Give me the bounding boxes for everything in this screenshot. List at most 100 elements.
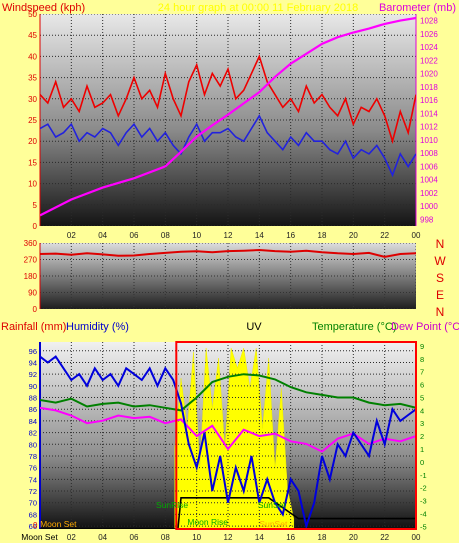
barometer-tick: 1012 xyxy=(420,123,438,132)
temperature-tick: -2 xyxy=(420,484,427,493)
barometer-tick: 1028 xyxy=(420,17,438,26)
compass-letter: W xyxy=(434,254,446,268)
humidity-tick: 92 xyxy=(29,370,37,379)
humidity-tick: 66 xyxy=(29,522,37,531)
windspeed-tick: 0 xyxy=(33,222,38,231)
event-label: SunRise xyxy=(156,500,188,510)
barometer-tick: 1002 xyxy=(420,189,438,198)
daylight-box xyxy=(175,341,417,530)
temperature-tick: 8 xyxy=(420,355,424,364)
wind-x-tick: 14 xyxy=(255,231,264,240)
humidity-tick: 72 xyxy=(29,487,37,496)
wind-x-tick: 02 xyxy=(67,231,76,240)
barometer-line xyxy=(40,16,416,217)
direction-tick: 180 xyxy=(24,272,38,281)
temp-x-tick: 10 xyxy=(192,533,201,542)
humidity-tick: 96 xyxy=(29,347,37,356)
humidity-tick: 94 xyxy=(29,358,37,367)
barometer-tick: 1014 xyxy=(420,109,438,118)
wind-x-tick: 10 xyxy=(192,231,201,240)
humidity-line xyxy=(40,355,416,529)
humidity-tick: 82 xyxy=(29,429,37,438)
temperature-tick: 5 xyxy=(420,393,424,402)
temp-x-tick: 08 xyxy=(161,533,170,542)
barometer-tick: 1020 xyxy=(420,70,438,79)
event-label: SunSet xyxy=(258,500,287,510)
barometer-tick: 1004 xyxy=(420,176,438,185)
temp-x-tick: 04 xyxy=(98,533,107,542)
temperature-tick: 2 xyxy=(420,432,424,441)
humidity-tick: 78 xyxy=(29,452,37,461)
event-label: Moon Set xyxy=(21,532,58,542)
temperature-tick: 9 xyxy=(420,342,424,351)
windspeed-tick: 15 xyxy=(28,158,37,167)
windspeed-tick: 25 xyxy=(28,116,37,125)
temp-x-tick: 14 xyxy=(255,533,264,542)
wind-x-tick: 06 xyxy=(130,231,139,240)
temperature-tick: 6 xyxy=(420,381,424,390)
temp-x-tick: 18 xyxy=(318,533,327,542)
temp-x-ticks: 02 04 06 08 10 12 14 16 18 20 22 00 xyxy=(67,533,421,542)
direction-gridlines xyxy=(40,243,416,309)
humidity-tick: 84 xyxy=(29,417,37,426)
direction-tick: 270 xyxy=(24,256,38,265)
barometer-tick: 1024 xyxy=(420,43,438,52)
wind-gridlines xyxy=(40,14,416,226)
barometer-tick: 1000 xyxy=(420,202,438,211)
humidity-tick: 74 xyxy=(29,475,37,484)
barometer-tick: 1010 xyxy=(420,136,438,145)
humidity-tick: 76 xyxy=(29,464,37,473)
temperature-tick: 4 xyxy=(420,406,424,415)
windspeed-tick: 50 xyxy=(28,10,37,19)
wind-direction-line xyxy=(40,248,416,258)
humidity-tick: 88 xyxy=(29,394,37,403)
temperature-tick: -5 xyxy=(420,522,427,531)
temperature-ticks: 9 8 7 6 5 4 3 2 1 0 -1 -2 -3 -4 -5 xyxy=(420,342,427,532)
temperature-tick: 3 xyxy=(420,419,424,428)
event-label: SunSet xyxy=(259,519,288,529)
temp-x-tick: 12 xyxy=(224,533,233,542)
uv-area xyxy=(174,347,295,529)
event-label: Moon Rise xyxy=(187,517,228,527)
temperature-line xyxy=(40,373,416,412)
rainfall-axis-title: Rainfall (mm) xyxy=(1,321,66,333)
windspeed-tick: 5 xyxy=(33,201,38,210)
event-labels: Moon Set Moon Set SunRise Moon Rise SunSet Su… xyxy=(21,500,288,542)
temp-x-tick: 22 xyxy=(380,533,389,542)
wind-x-tick: 12 xyxy=(224,231,233,240)
humidity-axis-title: Humidity (%) xyxy=(66,321,129,333)
windspeed-tick: 40 xyxy=(28,52,37,61)
windspeed-tick: 30 xyxy=(28,95,37,104)
temperature-tick: -1 xyxy=(420,471,427,480)
compass-letter: E xyxy=(436,288,444,302)
humidity-tick: 90 xyxy=(29,382,37,391)
compass-letter: S xyxy=(436,271,444,285)
temp-x-tick: 06 xyxy=(130,533,139,542)
compass-letter: N xyxy=(436,237,445,251)
wind-x-tick: 16 xyxy=(286,231,295,240)
windspeed-axis-title: Windspeed (kph) xyxy=(2,2,85,14)
windspeed-tick: 10 xyxy=(28,180,37,189)
temp-x-tick: 00 xyxy=(412,533,421,542)
event-label: Moon Set xyxy=(40,519,77,529)
windspeed-tick: 20 xyxy=(28,137,37,146)
direction-tick: 0 xyxy=(33,305,38,314)
wind-x-ticks: 02 04 06 08 10 12 14 16 18 20 22 00 xyxy=(67,231,421,240)
humidity-tick: 70 xyxy=(29,499,37,508)
uv-axis-title: UV xyxy=(246,321,262,333)
compass-letter: N xyxy=(436,305,445,319)
wind-x-tick: 04 xyxy=(98,231,107,240)
temperature-tick: -3 xyxy=(420,497,427,506)
barometer-axis-title: Barometer (mb) xyxy=(379,2,456,14)
barometer-tick: 1016 xyxy=(420,96,438,105)
wind-average-line xyxy=(40,114,416,178)
barometer-tick: 1026 xyxy=(420,30,438,39)
wind-x-tick: 20 xyxy=(349,231,358,240)
temp-x-tick: 02 xyxy=(67,533,76,542)
barometer-tick: 1018 xyxy=(420,83,438,92)
wind-gust-line xyxy=(40,54,416,145)
humidity-tick: 86 xyxy=(29,405,37,414)
direction-tick: 90 xyxy=(28,289,37,298)
